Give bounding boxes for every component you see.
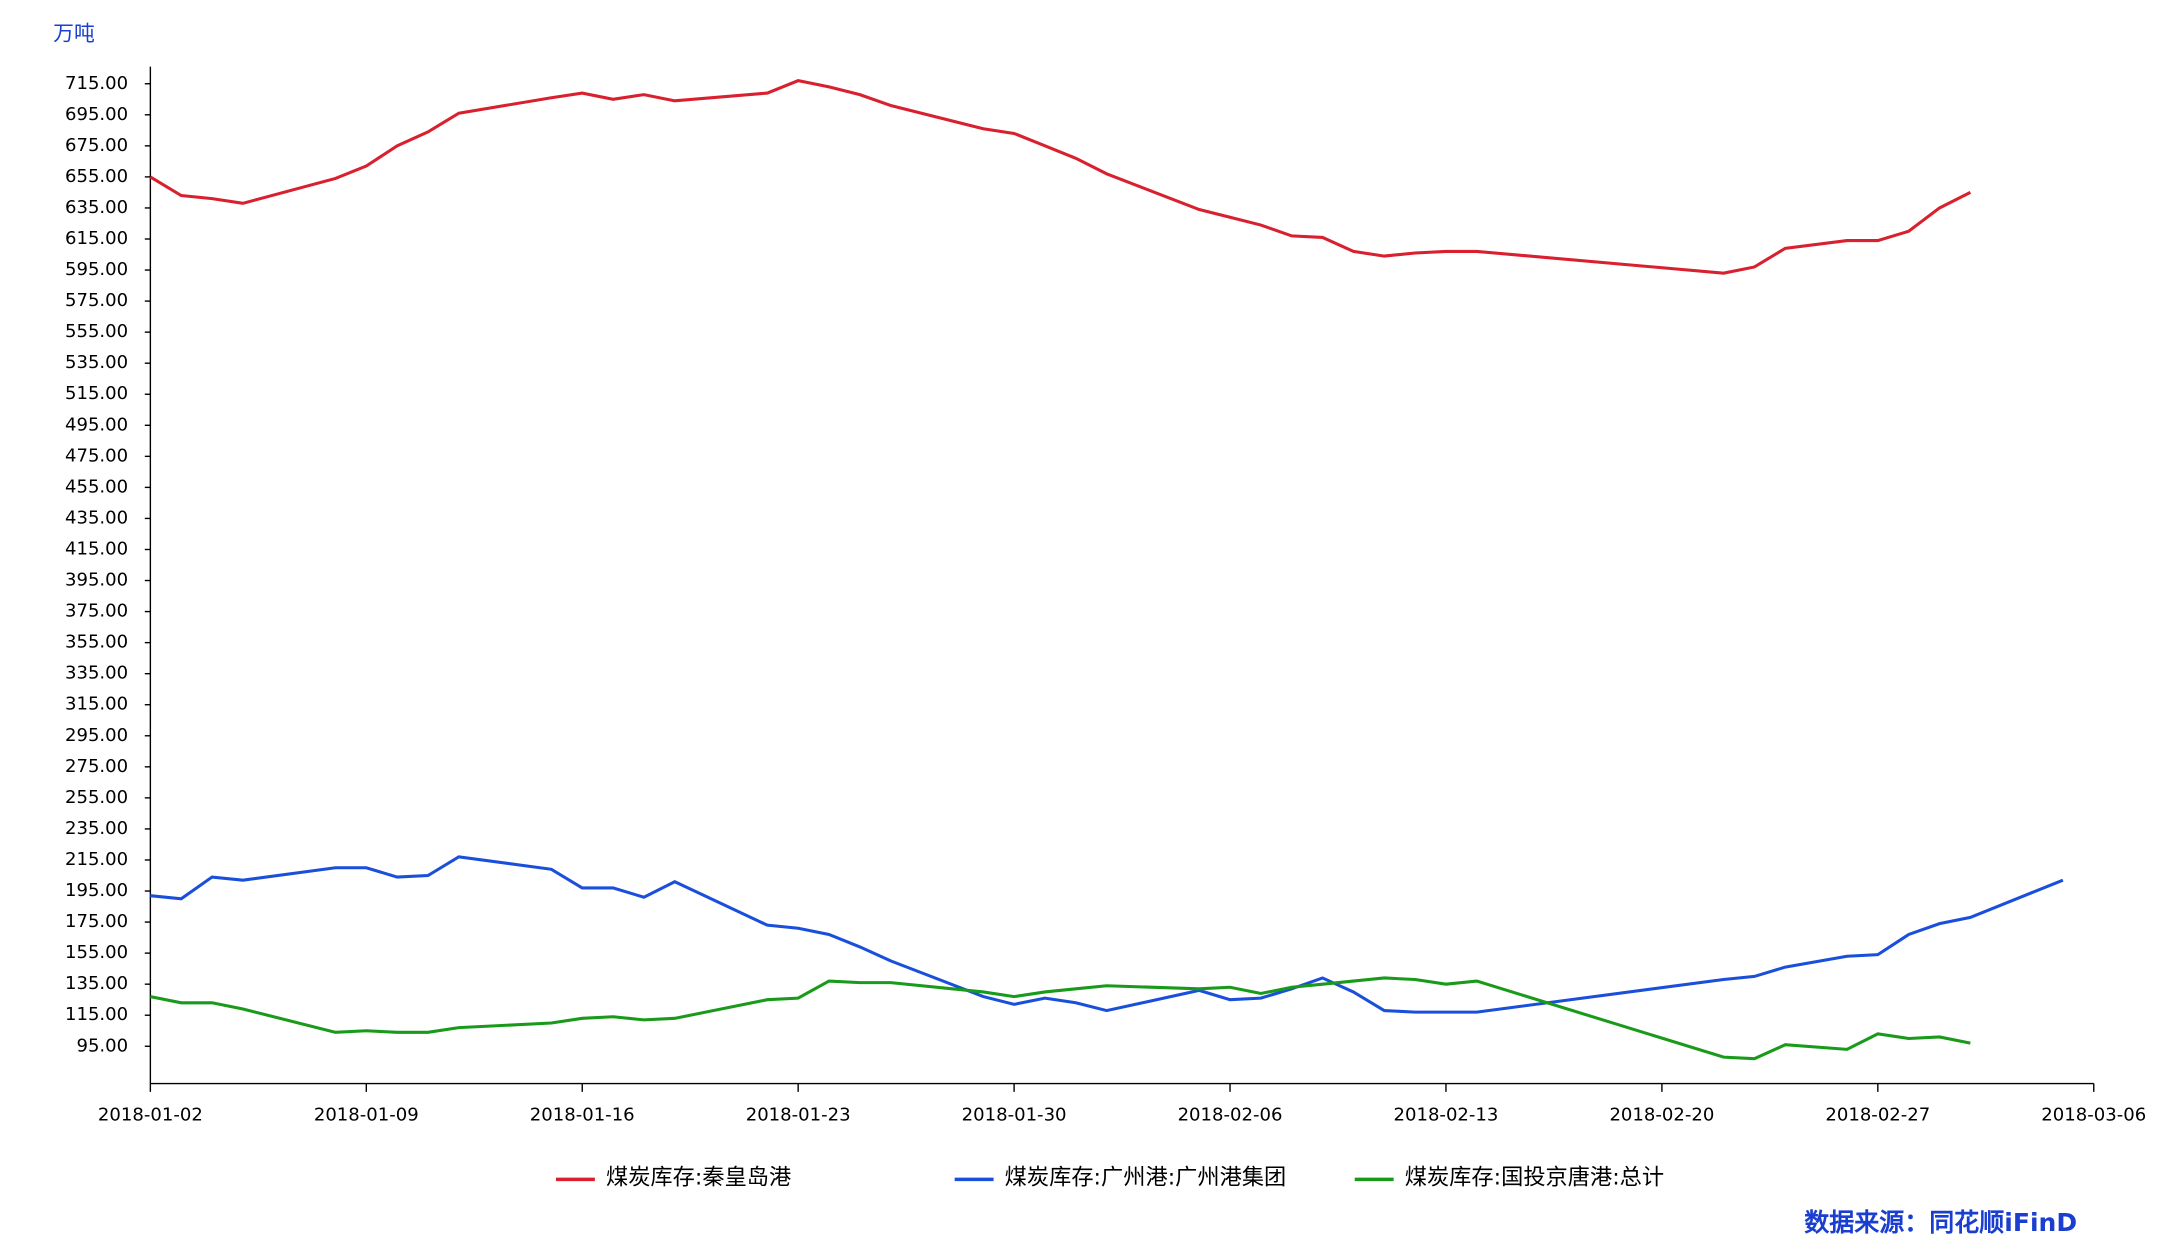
y-tick-label: 335.00 xyxy=(65,663,128,684)
x-tick-label: 2018-03-06 xyxy=(2041,1104,2146,1125)
y-tick-label: 355.00 xyxy=(65,632,128,653)
series-line xyxy=(150,976,1971,1061)
y-tick-label: 235.00 xyxy=(65,818,128,839)
x-tick-label: 2018-01-30 xyxy=(962,1104,1067,1125)
x-tick-label: 2018-01-09 xyxy=(314,1104,419,1125)
y-tick-label: 575.00 xyxy=(65,290,128,311)
x-tick-label: 2018-01-16 xyxy=(530,1104,635,1125)
y-tick-label: 155.00 xyxy=(65,942,128,963)
x-tick-label: 2018-02-06 xyxy=(1178,1104,1283,1125)
source: 数据来源：同花顺iFinD xyxy=(1804,1208,2077,1237)
y-tick-label: 635.00 xyxy=(65,197,128,218)
y-tick-label: 195.00 xyxy=(65,880,128,901)
y-tick-label: 435.00 xyxy=(65,507,128,528)
y-tick-label: 315.00 xyxy=(65,694,128,715)
y-tick-label: 215.00 xyxy=(65,849,128,870)
y-tick-label: 675.00 xyxy=(65,135,128,156)
legend-label: 煤炭库存:广州港:广州港集团 xyxy=(1005,1164,1287,1190)
x-tick-label: 2018-02-13 xyxy=(1394,1104,1499,1125)
y-tick-label: 115.00 xyxy=(65,1004,128,1025)
y-tick-label: 375.00 xyxy=(65,601,128,622)
y-tick-label: 95.00 xyxy=(76,1035,128,1056)
legend-label: 煤炭库存:国投京唐港:总计 xyxy=(1405,1164,1664,1190)
y-tick-label: 615.00 xyxy=(65,228,128,249)
y-tick-label: 455.00 xyxy=(65,476,128,497)
y-tick-label: 495.00 xyxy=(65,414,128,435)
y-tick-label: 715.00 xyxy=(65,73,128,94)
y-tick-label: 395.00 xyxy=(65,570,128,591)
y-tick-label: 475.00 xyxy=(65,445,128,466)
y-tick-label: 555.00 xyxy=(65,321,128,342)
x-tick-label: 2018-02-20 xyxy=(1609,1104,1714,1125)
y-tick-label: 515.00 xyxy=(65,383,128,404)
y-tick-label: 695.00 xyxy=(65,104,128,125)
y-tick-label: 135.00 xyxy=(65,973,128,994)
y-tick-label: 595.00 xyxy=(65,259,128,280)
series-line xyxy=(150,855,2064,1014)
y-tick-label: 175.00 xyxy=(65,911,128,932)
y-tick-label: 255.00 xyxy=(65,787,128,808)
y-tick-label: 655.00 xyxy=(65,166,128,187)
y-unit: 万吨 xyxy=(53,22,95,46)
y-tick-label: 415.00 xyxy=(65,538,128,559)
x-tick-label: 2018-01-23 xyxy=(746,1104,851,1125)
y-tick-label: 295.00 xyxy=(65,725,128,746)
legend-label: 煤炭库存:秦皇岛港 xyxy=(606,1164,791,1190)
x-tick-label: 2018-01-02 xyxy=(98,1104,203,1125)
series-line xyxy=(149,79,1972,275)
y-tick-label: 535.00 xyxy=(65,352,128,373)
y-tick-label: 275.00 xyxy=(65,756,128,777)
x-tick-label: 2018-02-27 xyxy=(1825,1104,1930,1125)
